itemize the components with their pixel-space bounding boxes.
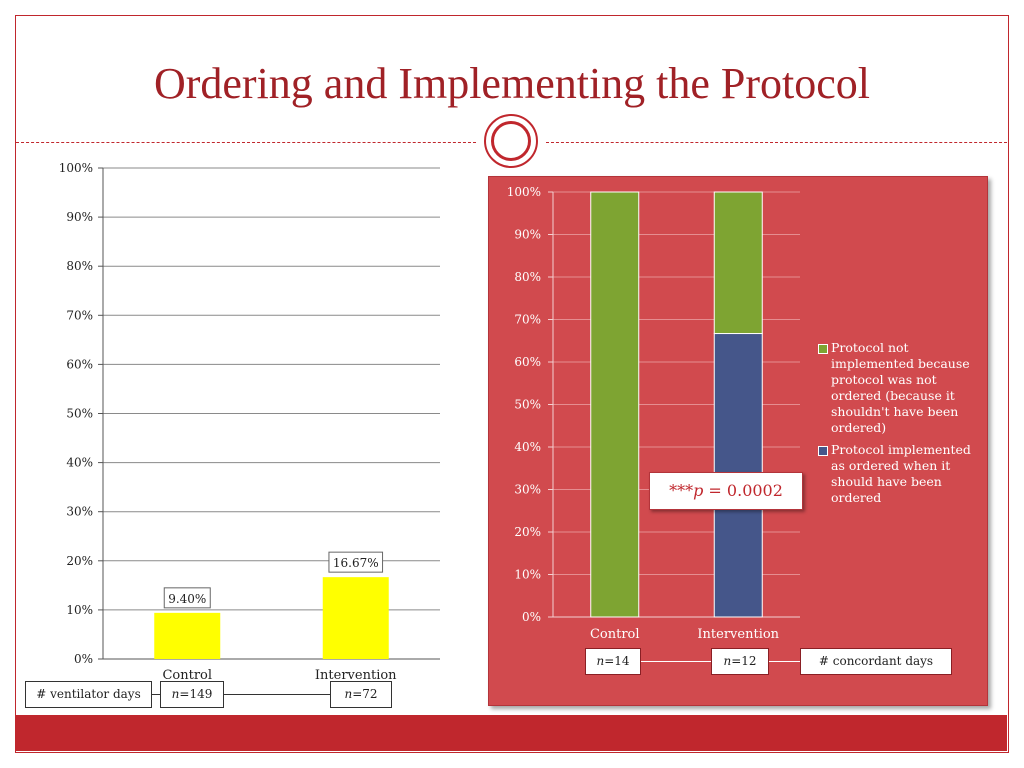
title-divider-left — [16, 142, 476, 143]
left-y-tick-label: 0% — [74, 652, 93, 666]
right-row-connector-a — [641, 661, 711, 662]
right-y-tick-label: 0% — [522, 610, 541, 624]
right-y-tick-label: 30% — [514, 483, 541, 497]
right-y-tick-label: 10% — [514, 568, 541, 582]
right-chart-legend: Protocol not implemented because protoco… — [818, 340, 978, 512]
left-y-tick-label: 30% — [66, 505, 93, 519]
left-x-tick-label: Control — [162, 668, 212, 683]
right-y-tick-label: 80% — [514, 270, 541, 284]
right-n-intervention-box: n=12 — [711, 648, 769, 675]
right-y-tick-label: 100% — [507, 185, 541, 199]
left-row-connector-b — [224, 694, 330, 695]
left-n-control-box: n=149 — [160, 681, 224, 708]
right-x-tick-label: Control — [590, 627, 640, 642]
p-value-callout: ***p = 0.0002 — [649, 472, 803, 510]
right-y-tick-label: 40% — [514, 440, 541, 454]
left-bar — [322, 577, 389, 659]
legend-swatch-blue — [818, 446, 828, 456]
right-y-tick-label: 70% — [514, 313, 541, 327]
concordant-days-label: # concordant days — [800, 648, 952, 675]
left-bar — [154, 612, 221, 659]
left-y-tick-label: 90% — [66, 210, 93, 224]
left-data-label: 9.40% — [168, 592, 206, 606]
legend-swatch-green — [818, 344, 828, 354]
right-x-tick-label: Intervention — [697, 627, 779, 642]
left-y-tick-label: 100% — [59, 161, 93, 175]
left-row-connector-a — [152, 694, 160, 695]
left-y-tick-label: 60% — [66, 357, 93, 371]
left-y-tick-label: 80% — [66, 259, 93, 273]
legend-item-implemented: Protocol implemented as ordered when it … — [818, 442, 978, 506]
right-y-tick-label: 20% — [514, 525, 541, 539]
right-y-tick-label: 60% — [514, 355, 541, 369]
left-y-tick-label: 10% — [66, 603, 93, 617]
left-y-tick-label: 50% — [66, 407, 93, 421]
left-y-tick-label: 70% — [66, 308, 93, 322]
left-data-label-box — [328, 551, 384, 573]
right-y-tick-label: 50% — [514, 398, 541, 412]
title-divider-right — [546, 142, 1007, 143]
right-n-control-box: n=14 — [585, 648, 641, 675]
right-row-connector-b — [769, 661, 800, 662]
right-bar-segment — [713, 191, 763, 335]
left-data-label: 16.67% — [333, 556, 379, 570]
left-data-label-box — [163, 587, 211, 609]
right-bar-segment — [590, 191, 640, 618]
left-y-tick-label: 20% — [66, 554, 93, 568]
slide-title: Ordering and Implementing the Protocol — [153, 59, 871, 108]
footer-bar — [16, 715, 1007, 751]
left-y-tick-label: 40% — [66, 456, 93, 470]
right-y-tick-label: 90% — [514, 228, 541, 242]
left-n-intervention-box: n=72 — [330, 681, 392, 708]
legend-item-not-implemented: Protocol not implemented because protoco… — [818, 340, 978, 436]
circle-ornament-icon — [484, 114, 538, 168]
left-x-tick-label: Intervention — [315, 668, 397, 683]
ventilator-days-label: # ventilator days — [25, 681, 152, 708]
